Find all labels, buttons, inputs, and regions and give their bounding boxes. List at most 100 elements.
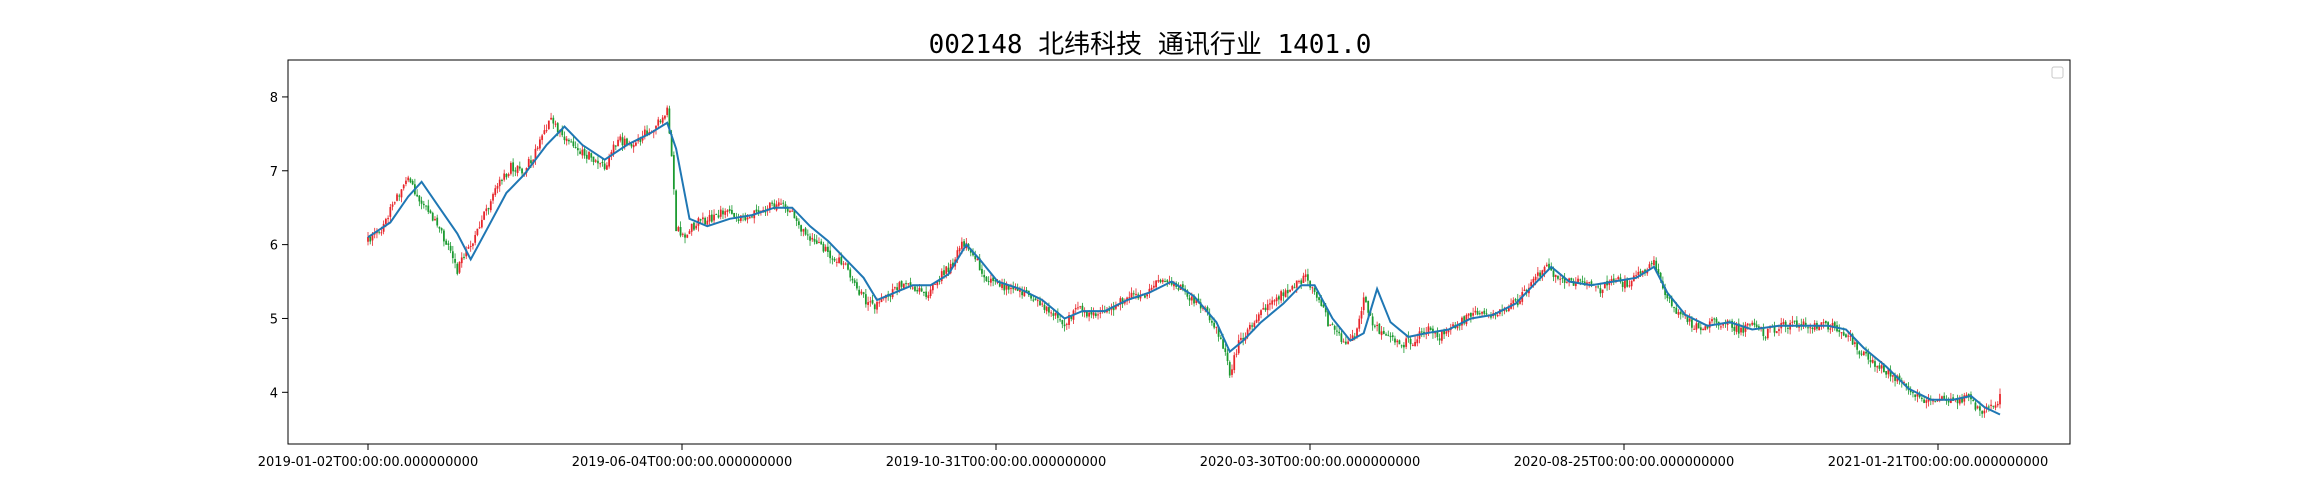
candle-down <box>1400 345 1403 347</box>
candle-up <box>1999 393 2001 405</box>
candle-up <box>1565 282 1568 284</box>
candle-down <box>1320 299 1323 306</box>
candle-up <box>1965 394 1968 397</box>
candle-down <box>782 202 785 204</box>
candle-up <box>1791 321 1794 323</box>
candle-down <box>1070 316 1073 319</box>
candle-up <box>1445 331 1448 334</box>
candle-down <box>1012 287 1015 290</box>
candle-up <box>1871 359 1874 363</box>
candle-down <box>815 240 818 244</box>
candle-down <box>1867 352 1870 360</box>
candle-down <box>1885 371 1888 375</box>
candle-up <box>677 227 680 231</box>
candle-up <box>1329 324 1332 326</box>
candle-up <box>1519 300 1521 304</box>
candle-down <box>530 160 532 164</box>
candle-down <box>1336 330 1338 332</box>
candle-down <box>1851 334 1854 345</box>
candle-up <box>1820 322 1823 327</box>
candle-up <box>1543 266 1546 272</box>
x-axis: 2019-01-02T00:00:00.000000000 2019-06-04T… <box>258 444 2048 470</box>
candle-down <box>862 292 865 295</box>
candle-up <box>1001 284 1003 288</box>
candle-down <box>1755 324 1758 328</box>
candle-up <box>1503 310 1506 312</box>
candle-up <box>1688 318 1691 322</box>
candle-down <box>409 178 412 183</box>
candle-down <box>1277 296 1280 300</box>
candle-down <box>1436 330 1439 338</box>
candle-down <box>1842 332 1845 336</box>
candle-down <box>1021 291 1024 296</box>
candle-up <box>1507 308 1510 311</box>
candle-down <box>1108 309 1111 311</box>
candle-down <box>1664 287 1667 296</box>
candle-up <box>543 130 546 135</box>
candle-up <box>400 189 403 198</box>
candle-up <box>893 287 896 289</box>
candle-up <box>554 123 557 125</box>
candle-down <box>1773 326 1776 333</box>
candle-up <box>898 282 901 292</box>
candle-up <box>695 225 698 229</box>
candle-down <box>1675 307 1678 314</box>
candle-up <box>661 117 664 123</box>
candle-down <box>809 236 811 241</box>
candle-down <box>1483 310 1486 314</box>
candle-down <box>1657 269 1660 275</box>
candle-up <box>474 235 477 243</box>
candle-down <box>925 291 928 297</box>
candle-up <box>666 107 669 115</box>
candle-up <box>1447 330 1450 333</box>
candle-up <box>1603 281 1606 289</box>
candle-down <box>1112 306 1115 311</box>
candle-down <box>561 128 564 136</box>
candle-up <box>641 136 644 141</box>
candle-down <box>900 280 903 287</box>
candle-up <box>547 120 550 130</box>
candle-down <box>972 252 974 256</box>
candle-down <box>552 117 555 124</box>
candle-down <box>1478 313 1481 315</box>
candle-down <box>416 194 419 197</box>
candle-up <box>623 138 626 147</box>
candle-down <box>1052 313 1055 316</box>
candle-up <box>469 245 472 247</box>
candle-down <box>985 276 988 281</box>
candle-down <box>514 170 517 172</box>
candle-down <box>1188 297 1191 301</box>
candle-down <box>1650 263 1653 265</box>
candle-down <box>1300 280 1303 284</box>
candle-up <box>726 210 729 212</box>
candle-down <box>679 227 682 236</box>
candle-down <box>1860 353 1863 355</box>
candle-down <box>1032 299 1035 301</box>
candle-up <box>1465 314 1468 325</box>
candle-up <box>1130 292 1133 298</box>
candle-down <box>1856 341 1859 350</box>
candle-up <box>1148 288 1151 294</box>
candle-up <box>878 302 881 304</box>
candle-down <box>630 143 633 147</box>
candle-down <box>1007 285 1010 290</box>
x-tick-label: 2019-01-02T00:00:00.000000000 <box>258 455 478 470</box>
candle-up <box>1005 284 1008 290</box>
candle-up <box>1467 313 1470 316</box>
candle-down <box>853 280 856 284</box>
candle-up <box>1360 311 1363 319</box>
candle-up <box>371 234 374 241</box>
candle-up <box>1994 405 1997 408</box>
candle-up <box>949 263 952 274</box>
candle-down <box>1974 402 1977 410</box>
candle-up <box>1958 398 1961 404</box>
candle-down <box>1025 289 1028 293</box>
candle-down <box>864 294 867 305</box>
candle-down <box>422 203 425 206</box>
candle-down <box>710 214 713 222</box>
candle-down <box>715 213 718 215</box>
candle-up <box>1123 301 1126 304</box>
candle-down <box>1490 316 1492 318</box>
candle-up <box>1574 281 1577 287</box>
candle-down <box>751 216 753 218</box>
